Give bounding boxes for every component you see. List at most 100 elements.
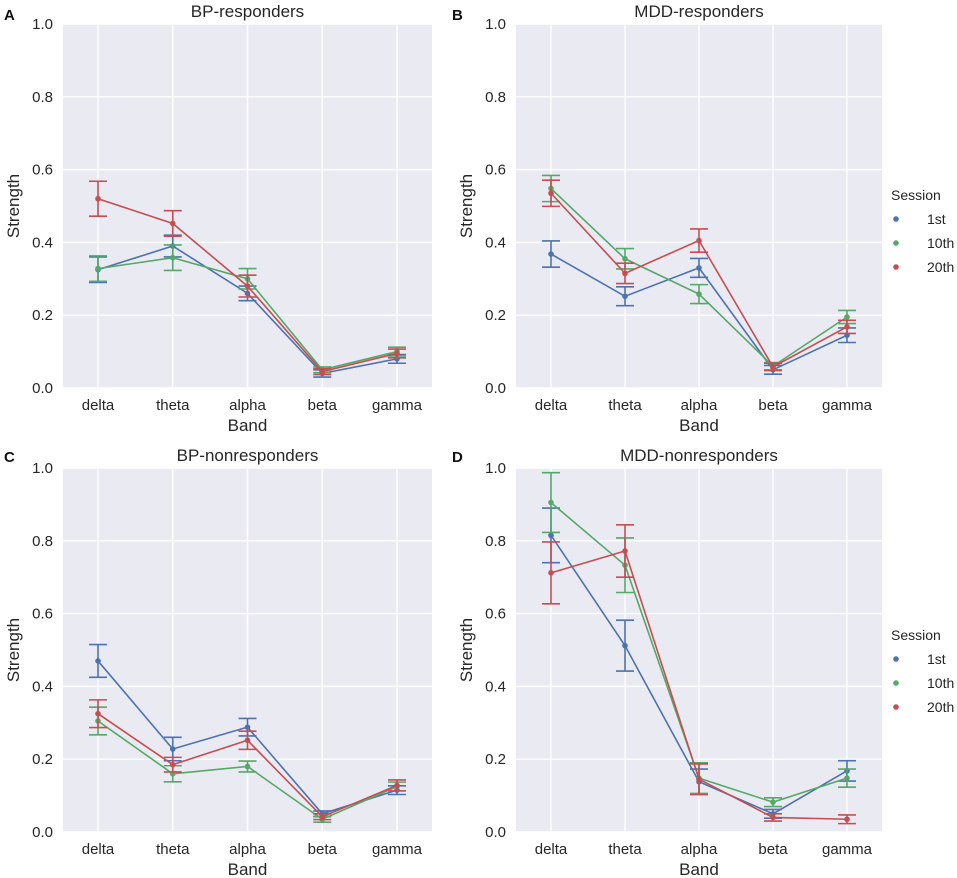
x-tick-label: gamma — [822, 397, 873, 414]
y-tick-label: 0.8 — [32, 89, 53, 106]
panel-letter: A — [4, 7, 15, 24]
y-tick-label: 0.2 — [32, 751, 53, 768]
chart-title: MDD-responders — [634, 2, 763, 21]
x-axis-label: Band — [228, 860, 268, 878]
data-point — [696, 776, 702, 783]
legend-marker — [893, 704, 899, 710]
y-tick-label: 1.0 — [485, 460, 506, 477]
y-tick-label: 0.6 — [485, 162, 506, 179]
x-axis-label: Band — [679, 860, 719, 878]
data-point — [169, 761, 176, 768]
x-tick-label: gamma — [822, 841, 873, 858]
chart-title: BP-responders — [191, 2, 304, 21]
chart-title: BP-nonresponders — [177, 446, 319, 465]
data-point — [169, 746, 176, 752]
panel-letter: D — [452, 449, 463, 466]
data-point — [244, 737, 251, 744]
legend-marker — [893, 216, 899, 222]
data-point — [844, 314, 850, 320]
x-tick-label: beta — [308, 841, 338, 858]
y-axis-label: Strength — [4, 174, 23, 238]
y-tick-label: 0.8 — [485, 533, 506, 550]
y-tick-label: 0.2 — [32, 307, 53, 324]
x-tick-label: beta — [758, 841, 788, 858]
x-tick-label: delta — [82, 397, 115, 414]
data-point — [319, 368, 326, 375]
y-tick-label: 0.6 — [485, 606, 506, 623]
data-point — [394, 782, 400, 789]
y-tick-label: 0.4 — [32, 678, 53, 695]
x-tick-label: alpha — [681, 841, 718, 858]
data-point — [169, 254, 176, 261]
legend-marker — [893, 680, 899, 686]
x-tick-label: theta — [156, 397, 190, 414]
data-point — [844, 324, 850, 330]
data-point — [696, 237, 702, 244]
x-tick-label: alpha — [681, 397, 718, 414]
legend-title: Session — [891, 187, 941, 203]
y-tick-label: 0.6 — [32, 606, 53, 623]
legend-marker — [893, 240, 899, 246]
y-tick-label: 0.0 — [485, 380, 506, 397]
y-tick-label: 1.0 — [32, 16, 53, 33]
data-point — [319, 813, 326, 820]
y-tick-label: 0.0 — [32, 824, 53, 841]
data-point — [548, 570, 554, 576]
x-axis-label: Band — [228, 416, 268, 435]
y-tick-label: 1.0 — [32, 460, 53, 477]
x-tick-label: theta — [156, 841, 190, 858]
legend-entry: 1st — [927, 651, 946, 667]
data-point — [548, 251, 554, 257]
y-tick-label: 0.8 — [485, 89, 506, 106]
data-point — [622, 548, 628, 554]
x-tick-label: theta — [608, 397, 642, 414]
x-tick-label: theta — [608, 841, 642, 858]
chart-title: MDD-nonresponders — [620, 446, 778, 465]
data-point — [622, 642, 628, 649]
data-point — [844, 775, 850, 781]
x-tick-label: beta — [308, 397, 338, 414]
y-tick-label: 0.0 — [485, 824, 506, 841]
y-axis-label: Strength — [457, 174, 476, 238]
panel-letter: C — [4, 449, 15, 466]
data-point — [244, 724, 251, 730]
y-tick-label: 1.0 — [485, 16, 506, 33]
data-point — [244, 763, 251, 770]
data-point — [622, 293, 628, 300]
x-axis-label: Band — [679, 416, 719, 435]
data-point — [394, 350, 400, 357]
x-tick-label: delta — [535, 841, 568, 858]
data-point — [696, 265, 702, 271]
y-tick-label: 0.4 — [485, 678, 506, 695]
x-tick-label: alpha — [229, 841, 266, 858]
x-tick-label: delta — [535, 397, 568, 414]
data-point — [844, 816, 850, 823]
legend-entry: 10th — [927, 235, 954, 251]
legend-entry: 20th — [927, 699, 954, 715]
legend-entry: 1st — [927, 211, 946, 227]
y-tick-label: 0.4 — [485, 234, 506, 251]
y-tick-label: 0.6 — [32, 162, 53, 179]
data-point — [548, 499, 554, 506]
x-tick-label: gamma — [372, 841, 423, 858]
data-point — [696, 291, 702, 297]
legend-entry: 20th — [927, 259, 954, 275]
x-tick-label: beta — [758, 397, 788, 414]
y-axis-label: Strength — [4, 618, 23, 682]
y-tick-label: 0.2 — [485, 751, 506, 768]
panel-letter: B — [452, 7, 463, 24]
data-point — [244, 283, 251, 289]
data-point — [95, 710, 101, 717]
y-tick-label: 0.8 — [32, 533, 53, 550]
data-point — [95, 658, 101, 664]
legend-marker — [893, 264, 899, 270]
data-point — [548, 532, 554, 539]
legend-marker — [893, 656, 899, 662]
x-tick-label: gamma — [372, 397, 423, 414]
data-point — [770, 814, 776, 821]
data-point — [770, 364, 776, 370]
x-tick-label: delta — [82, 841, 115, 858]
y-tick-label: 0.0 — [32, 380, 53, 397]
data-point — [622, 255, 628, 262]
